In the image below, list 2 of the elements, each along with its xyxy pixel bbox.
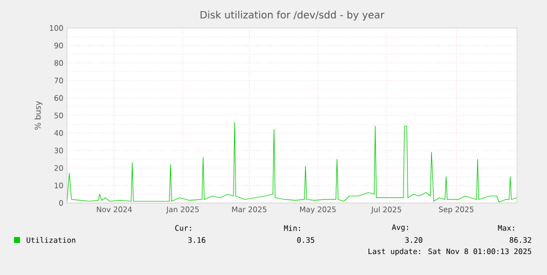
y-axis-title: % busy [34,101,42,130]
chart-title: Disk utilization for /dev/sdd - by year [200,10,384,20]
